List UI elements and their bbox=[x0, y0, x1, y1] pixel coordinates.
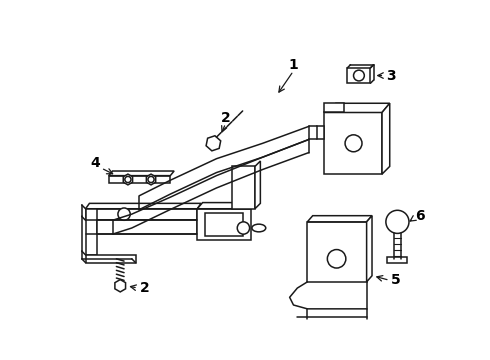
Polygon shape bbox=[324, 103, 390, 112]
Polygon shape bbox=[307, 222, 367, 282]
Polygon shape bbox=[347, 68, 370, 83]
Circle shape bbox=[386, 210, 409, 233]
Circle shape bbox=[354, 70, 365, 81]
Polygon shape bbox=[97, 220, 197, 234]
Circle shape bbox=[148, 176, 154, 183]
Text: 6: 6 bbox=[415, 210, 425, 224]
Circle shape bbox=[345, 135, 362, 152]
Polygon shape bbox=[388, 257, 408, 264]
Circle shape bbox=[327, 249, 346, 268]
Polygon shape bbox=[367, 216, 372, 282]
Polygon shape bbox=[86, 203, 201, 209]
Polygon shape bbox=[86, 209, 197, 220]
Polygon shape bbox=[232, 166, 255, 209]
Polygon shape bbox=[324, 112, 382, 174]
Polygon shape bbox=[86, 255, 136, 263]
Polygon shape bbox=[307, 216, 372, 222]
Polygon shape bbox=[86, 209, 97, 255]
Polygon shape bbox=[382, 103, 390, 174]
Polygon shape bbox=[197, 209, 251, 239]
Circle shape bbox=[237, 222, 249, 234]
Polygon shape bbox=[197, 203, 257, 209]
Circle shape bbox=[125, 176, 131, 183]
Ellipse shape bbox=[252, 224, 266, 232]
Text: 2: 2 bbox=[140, 281, 149, 295]
Polygon shape bbox=[317, 126, 324, 139]
Polygon shape bbox=[109, 176, 171, 183]
Text: 4: 4 bbox=[91, 156, 100, 170]
Text: 5: 5 bbox=[392, 273, 401, 287]
Polygon shape bbox=[324, 103, 343, 112]
Text: 3: 3 bbox=[386, 68, 395, 82]
Text: 1: 1 bbox=[289, 58, 298, 72]
Text: 2: 2 bbox=[221, 111, 231, 125]
Polygon shape bbox=[205, 213, 244, 236]
Circle shape bbox=[118, 208, 130, 220]
Polygon shape bbox=[255, 161, 260, 209]
Polygon shape bbox=[109, 171, 174, 176]
